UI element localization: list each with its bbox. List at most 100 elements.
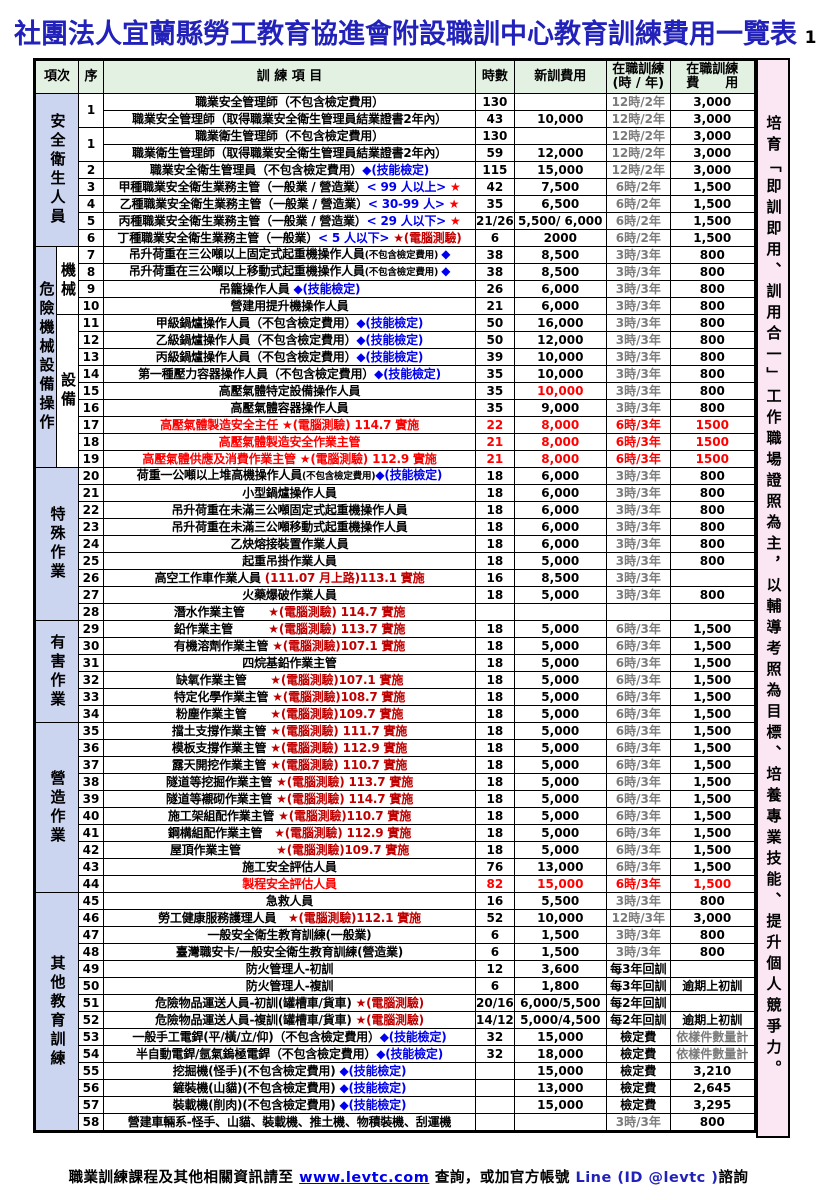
cell-ojt: 3時/3年 — [605, 1113, 671, 1132]
cell-ojt: 6時/3年 — [605, 739, 671, 757]
cell-ojt-fee: 800 — [669, 501, 756, 519]
cell-new-fee: 5,500/ 6,000 — [513, 212, 607, 230]
cell-seq: 9 — [78, 280, 104, 298]
training-row: 41 鋼構組配作業主管 ★(電腦測驗) 112.9 實施 18 5,000 6時/3年 1… — [35, 824, 756, 842]
cell-seq: 58 — [78, 1113, 104, 1132]
cell-new-fee: 6,500 — [513, 195, 607, 213]
footer-text-mid: 查詢，或加官方帳號 — [429, 1170, 576, 1186]
training-row: 38 隧道等挖掘作業主管 ★(電腦測驗) 113.7 實施 18 5,000 6時/3年… — [35, 773, 756, 791]
cell-seq: 30 — [78, 637, 104, 655]
cell-hours: 18 — [475, 535, 515, 553]
cell-hours: 18 — [475, 790, 515, 808]
category-label: 特殊作業 — [34, 467, 79, 621]
cell-new-fee: 9,000 — [513, 399, 607, 417]
cell-seq: 16 — [78, 399, 104, 417]
training-row: 36 模板支撐作業主管 ★(電腦測驗) 112.9 實施 18 5,000 6時/3年 1… — [35, 739, 756, 757]
cell-ojt-fee: 1,500 — [669, 739, 756, 757]
cell-hours: 32 — [475, 1045, 515, 1063]
category-label: 其他教育訓練 — [34, 892, 79, 1132]
cell-hours: 18 — [475, 552, 515, 570]
cell-ojt-fee: 1,500 — [669, 195, 756, 213]
training-row: 58 營建車輛系-怪手、山貓、裝載機、推土機、物積裝機、刮運機 3時/3年 800 — [35, 1113, 756, 1132]
cell-new-fee: 15,000 — [513, 1096, 607, 1114]
cell-ojt: 3時/3年 — [605, 518, 671, 536]
cell-ojt: 12時/2年 — [605, 144, 671, 162]
cell-hours: 18 — [475, 467, 515, 485]
cell-hours: 22 — [475, 416, 515, 434]
cell-hours: 18 — [475, 654, 515, 672]
cell-seq: 40 — [78, 807, 104, 825]
training-row: 57 裝載機(削肉)(不包含檢定費用) ◆(技能檢定) 15,000 檢定費 3,295 — [35, 1096, 756, 1114]
cell-seq: 2 — [78, 161, 104, 179]
cell-new-fee: 2000 — [513, 229, 607, 247]
cell-ojt: 6時/3年 — [605, 416, 671, 434]
cell-ojt-fee: 800 — [669, 926, 756, 944]
cell-course-name: 潛水作業主管 ★(電腦測驗) 114.7 實施 — [103, 603, 476, 621]
cell-course-name: 高壓氣體供應及消費作業主管 ★(電腦測驗) 112.9 實施 — [103, 450, 476, 468]
cell-ojt-fee: 1,500 — [669, 671, 756, 689]
cell-ojt: 3時/3年 — [605, 943, 671, 961]
training-row: 37 露天開挖作業主管 ★(電腦測驗) 110.7 實施 18 5,000 6時/3年 1… — [35, 756, 756, 774]
cell-hours: 82 — [475, 875, 515, 893]
cell-new-fee: 8,500 — [513, 263, 607, 281]
training-row: 52 危險物品運送人員-複訓(罐槽車/貨車) ★(電腦測驗) 14/12 5,000/… — [35, 1011, 756, 1029]
training-row: 設備 11 甲級鍋爐操作人員（不包含檢定費用）◆(技能檢定) 50 16,000 3時/3… — [35, 314, 756, 468]
cell-hours: 6 — [475, 977, 515, 995]
cell-course-name: 丙種職業安全衛生業務主管（一般業 / 營造業）< 29 人以下> ★ — [103, 212, 476, 230]
cell-seq: 10 — [78, 297, 104, 315]
training-row: 30 有機溶劑作業主管 ★(電腦測驗)107.1 實施 18 5,000 6時/3年 1,… — [35, 637, 756, 655]
training-row: 48 臺灣職安卡/一般安全衛生教育訓練(營造業) 6 1,500 3時/3年 800 — [35, 943, 756, 961]
cell-ojt-fee: 1,500 — [669, 620, 756, 638]
cell-ojt: 6時/3年 — [605, 756, 671, 774]
cell-seq: 11 — [78, 314, 104, 332]
cell-ojt-fee: 800 — [669, 467, 756, 485]
category-label: 安全衛生人員 — [34, 93, 79, 247]
cell-course-name: 施工架組配作業主管 ★(電腦測驗)110.7 實施 — [103, 807, 476, 825]
cell-ojt-fee: 3,000 — [669, 127, 756, 145]
training-row: 17 高壓氣體製造安全主任 ★(電腦測驗) 114.7 實施 22 8,000 6時/3… — [35, 416, 756, 434]
training-row: 10 營建用提升機操作人員 21 6,000 3時/3年 800 — [35, 297, 756, 315]
cell-hours: 18 — [475, 824, 515, 842]
cell-course-name: 第一種壓力容器操作人員（不包含檢定費用）◆(技能檢定) — [103, 365, 476, 383]
cell-seq: 50 — [78, 977, 104, 995]
cell-ojt: 12時/3年 — [605, 909, 671, 927]
training-row: 3 甲種職業安全衛生業務主管（一般業 / 營造業）< 99 人以上> ★ 42 7,5… — [35, 178, 756, 196]
cell-ojt-fee: 3,000 — [669, 161, 756, 179]
cell-course-name: 乙炔熔接裝置作業人員 — [103, 535, 476, 553]
training-row: 12 乙級鍋爐操作人員（不包含檢定費用）◆(技能檢定) 50 12,000 3時/3年 8… — [35, 331, 756, 349]
cell-ojt-fee: 800 — [669, 246, 756, 264]
cell-ojt-fee: 800 — [669, 552, 756, 570]
cell-hours: 115 — [475, 161, 515, 179]
cell-new-fee: 10,000 — [513, 110, 607, 128]
cell-ojt: 6時/2年 — [605, 178, 671, 196]
cell-new-fee: 8,000 — [513, 433, 607, 451]
cell-hours: 16 — [475, 569, 515, 587]
cell-seq: 22 — [78, 501, 104, 519]
training-row: 54 半自動電銲/氬氣鎢極電銲（不包含檢定費用）◆(技能檢定) 32 18,000 檢定… — [35, 1045, 756, 1063]
cell-hours: 26 — [475, 280, 515, 298]
training-row: 51 危險物品運送人員-初訓(罐槽車/貨車) ★(電腦測驗) 20/16 6,000/… — [35, 994, 756, 1012]
cell-course-name: 營建車輛系-怪手、山貓、裝載機、推土機、物積裝機、刮運機 — [103, 1113, 476, 1132]
cell-seq: 32 — [78, 671, 104, 689]
cell-ojt-fee: 800 — [669, 382, 756, 400]
header-col-hours: 時數 — [475, 59, 515, 94]
cell-ojt-fee: 1,500 — [669, 178, 756, 196]
cell-ojt: 3時/3年 — [605, 467, 671, 485]
cell-new-fee: 5,000 — [513, 552, 607, 570]
cell-hours: 50 — [475, 331, 515, 349]
training-row: 40 施工架組配作業主管 ★(電腦測驗)110.7 實施 18 5,000 6時/3年 1… — [35, 807, 756, 825]
training-row: 8 吊升荷重在三公噸以上移動式起重機操作人員(不包含檢定費用) ◆ 38 8,500 3… — [35, 263, 756, 281]
cell-new-fee: 18,000 — [513, 1045, 607, 1063]
cell-ojt-fee: 800 — [669, 263, 756, 281]
cell-hours: 18 — [475, 620, 515, 638]
cell-new-fee: 5,000/4,500 — [513, 1011, 607, 1029]
cell-new-fee — [513, 93, 607, 111]
cell-seq: 20 — [78, 467, 104, 485]
website-link[interactable]: www.levtc.com — [299, 1170, 430, 1186]
cell-seq: 24 — [78, 535, 104, 553]
cell-hours — [475, 603, 515, 621]
cell-ojt-fee: 800 — [669, 1113, 756, 1132]
cell-hours — [475, 1062, 515, 1080]
header-col-fee2: 在職訓練 費 用 — [669, 59, 756, 94]
header-col-cat: 項次 — [34, 59, 79, 94]
